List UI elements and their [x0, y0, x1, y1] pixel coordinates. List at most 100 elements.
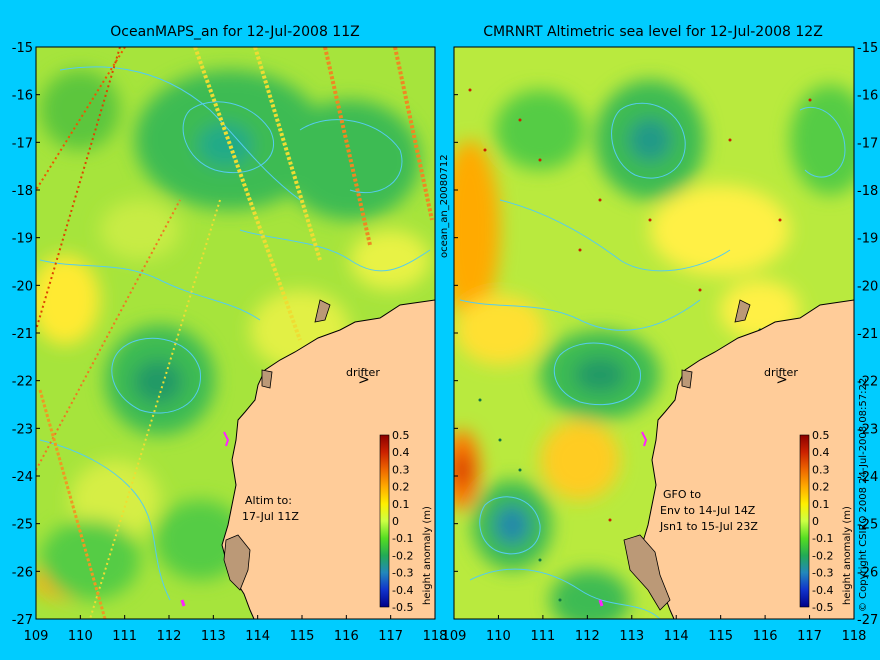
right-panel-title: CMRNRT Altimetric sea level for 12-Jul-2…: [483, 24, 823, 40]
right-y-tick-label: -15: [857, 41, 878, 56]
left-colorbar-tick: 0.4: [392, 446, 410, 459]
right-y-tick-label: -26: [857, 565, 878, 580]
right-x-tick-label: 110: [486, 629, 511, 644]
right-colorbar-label: height anomaly (m): [842, 506, 853, 605]
right-y-tick-label: -22: [857, 375, 878, 390]
right-colorbar-tick: 0.4: [812, 446, 830, 459]
right-colorbar-tick: 0.5: [812, 429, 830, 442]
copyright-label: © Copyright CSIRO 2008 24-Jul-2008 08:57…: [858, 378, 869, 612]
left-colorbar-tick: 0.1: [392, 498, 410, 511]
left-colorbar: [379, 434, 390, 608]
left-y-tick-label: -20: [12, 279, 33, 294]
left-colorbar-tick: 0.5: [392, 429, 410, 442]
left-y-tick-label: -26: [12, 565, 33, 580]
right-drifter-track: [641, 431, 648, 447]
right-colorbar-tick: 0.3: [812, 463, 830, 476]
left-x-tick-label: 118: [423, 629, 448, 644]
left-panel-title: OceanMAPS_an for 12-Jul-2008 11Z: [110, 24, 359, 40]
right-y-tick-label: -27: [857, 613, 878, 628]
right-colorbar-tick: -0.4: [812, 584, 833, 597]
left-y-tick-label: -17: [12, 136, 33, 151]
right-colorbar-tick: -0.1: [812, 532, 833, 545]
left-x-tick-label: 116: [334, 629, 359, 644]
left-colorbar-tick: -0.5: [392, 601, 413, 614]
right-y-tick-label: -16: [857, 89, 878, 104]
left-colorbar-tick: 0.3: [392, 463, 410, 476]
left-colorbar-tick: -0.3: [392, 567, 413, 580]
left-colorbar-strip: [379, 434, 390, 608]
right-map-area: [454, 47, 854, 619]
right-y-tick-label: -23: [857, 422, 878, 437]
right-x-tick-label: 117: [797, 629, 822, 644]
panel-id-label: ocean_an_20080712: [439, 154, 450, 258]
right-contours: [459, 102, 846, 619]
right-drifter-label: drifter: [764, 366, 798, 379]
left-y-tick-label: -16: [12, 89, 33, 104]
right-x-tick-label: 109: [442, 629, 467, 644]
left-y-tick-label: -15: [12, 41, 33, 56]
left-y-tick-label: -25: [12, 518, 33, 533]
right-x-tick-label: 115: [708, 629, 733, 644]
right-x-tick-label: 112: [575, 629, 600, 644]
left-map-area: [36, 47, 435, 619]
left-y-tick-label: -27: [12, 613, 33, 628]
left-x-tick-label: 109: [24, 629, 49, 644]
right-colorbar-tick: -0.5: [812, 601, 833, 614]
right-colorbar-tick: 0.1: [812, 498, 830, 511]
left-peninsula: [223, 534, 251, 591]
right-annotation-line1: GFO to: [663, 488, 701, 501]
right-y-tick-label: -17: [857, 136, 878, 151]
right-x-tick-label: 114: [664, 629, 689, 644]
right-colorbar-tick: -0.2: [812, 549, 833, 562]
left-altimeter-tracks: [36, 47, 434, 619]
right-y-tick-label: -20: [857, 279, 878, 294]
right-y-tick-label: -25: [857, 518, 878, 533]
left-x-tick-label: 114: [245, 629, 270, 644]
left-annotation-line2: 17-Jul 11Z: [242, 510, 299, 523]
right-annotation-line3: Jsn1 to 15-Jul 23Z: [659, 520, 758, 533]
right-y-tick-label: -19: [857, 232, 878, 247]
right-track-dots: [468, 88, 812, 602]
left-y-tick-label: -18: [12, 184, 33, 199]
right-colorbar-tick: 0.2: [812, 481, 830, 494]
left-islands: [261, 299, 331, 389]
right-colorbar-strip: [799, 434, 810, 608]
right-peninsula: [623, 534, 671, 611]
left-y-tick-label: -21: [12, 327, 33, 342]
left-x-tick-label: 110: [68, 629, 93, 644]
left-y-tick-label: -23: [12, 422, 33, 437]
right-x-tick-label: 116: [753, 629, 778, 644]
left-colorbar-tick: -0.2: [392, 549, 413, 562]
left-drifter-track: [223, 431, 230, 447]
left-y-tick-label: -19: [12, 232, 33, 247]
left-y-tick-label: -24: [12, 470, 33, 485]
left-x-tick-label: 117: [378, 629, 403, 644]
left-drifter-track-south: [180, 599, 186, 607]
left-colorbar-tick: 0.2: [392, 481, 410, 494]
right-colorbar-tick: -0.3: [812, 567, 833, 580]
left-x-tick-label: 111: [112, 629, 137, 644]
left-colorbar-tick: 0: [392, 515, 399, 528]
left-drifter-marker: >: [358, 372, 370, 388]
axis-ticks: 109 110 111 112 113 114 115 116 117 118 -15 -16 -17 -…: [12, 41, 878, 644]
left-x-tick-label: 112: [157, 629, 182, 644]
left-colorbar-tick: -0.4: [392, 584, 413, 597]
left-x-tick-label: 115: [290, 629, 315, 644]
right-y-tick-label: -21: [857, 327, 878, 342]
right-x-tick-label: 118: [842, 629, 867, 644]
right-x-tick-label: 111: [530, 629, 555, 644]
left-colorbar-label: height anomaly (m): [422, 506, 433, 605]
right-colorbar: [799, 434, 810, 608]
right-annotation-line2: Env to 14-Jul 14Z: [660, 504, 756, 517]
right-y-tick-label: -24: [857, 470, 878, 485]
right-y-tick-label: -18: [857, 184, 878, 199]
right-x-tick-label: 113: [619, 629, 644, 644]
left-colorbar-tick: -0.1: [392, 532, 413, 545]
right-colorbar-tick: 0: [812, 515, 819, 528]
left-y-tick-label: -22: [12, 375, 33, 390]
left-contours: [39, 66, 431, 601]
left-annotation-line1: Altim to:: [245, 494, 292, 507]
right-drifter-track-south: [598, 599, 604, 607]
right-islands: [681, 299, 751, 389]
